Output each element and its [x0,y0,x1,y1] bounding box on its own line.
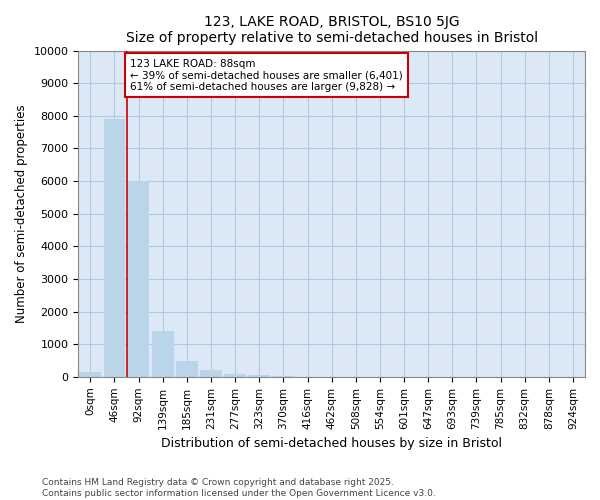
Text: Contains HM Land Registry data © Crown copyright and database right 2025.
Contai: Contains HM Land Registry data © Crown c… [42,478,436,498]
Bar [79,372,101,377]
Y-axis label: Number of semi-detached properties: Number of semi-detached properties [15,104,28,323]
Bar [176,360,198,377]
Text: 123 LAKE ROAD: 88sqm
← 39% of semi-detached houses are smaller (6,401)
61% of se: 123 LAKE ROAD: 88sqm ← 39% of semi-detac… [130,58,403,92]
X-axis label: Distribution of semi-detached houses by size in Bristol: Distribution of semi-detached houses by … [161,437,502,450]
Bar [272,376,294,377]
Bar [104,119,125,377]
Bar [128,181,149,377]
Title: 123, LAKE ROAD, BRISTOL, BS10 5JG
Size of property relative to semi-detached hou: 123, LAKE ROAD, BRISTOL, BS10 5JG Size o… [125,15,538,45]
Bar [152,331,173,377]
Bar [248,375,270,377]
Bar [224,374,246,377]
Bar [200,370,222,377]
